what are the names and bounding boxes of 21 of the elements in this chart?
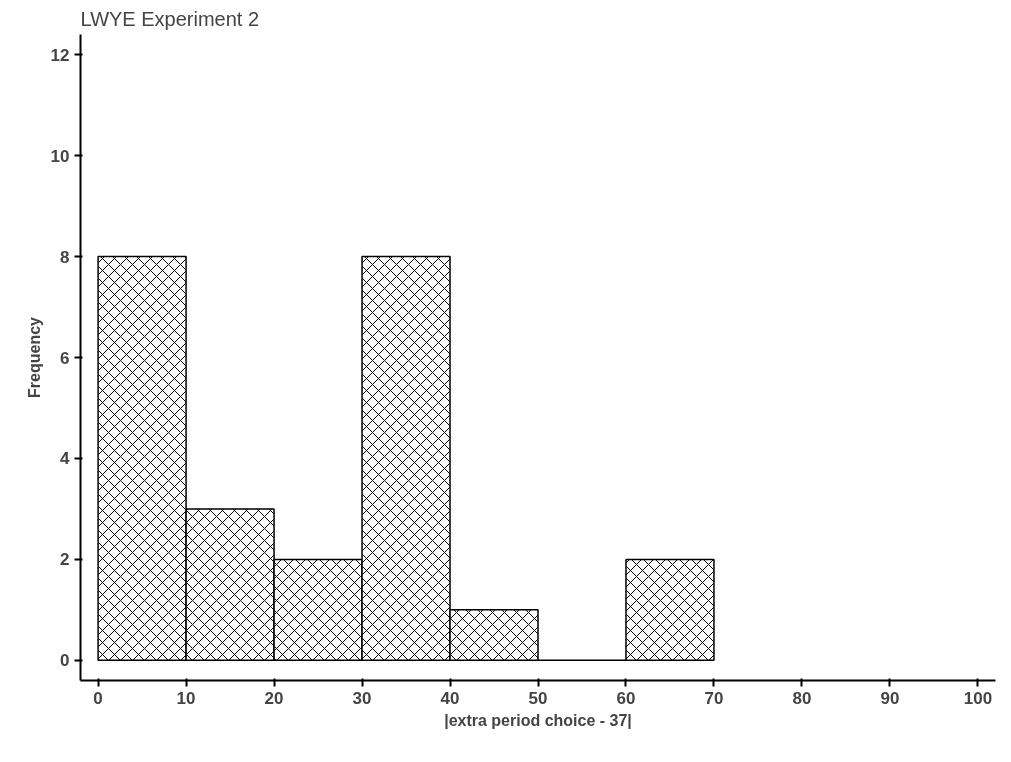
x-tick-label: 10: [176, 688, 196, 708]
y-tick-label: 4: [60, 449, 71, 469]
x-tick-label: 20: [264, 688, 284, 708]
y-tick-label: 2: [60, 550, 70, 570]
y-tick-label: 8: [60, 247, 70, 267]
y-tick-label: 6: [60, 348, 70, 368]
y-axis-title: Frequency: [25, 316, 43, 398]
x-tick-label: 80: [792, 688, 812, 708]
x-tick-label: 40: [440, 688, 460, 708]
y-tick-label: 12: [50, 45, 70, 65]
chart-title: LWYE Experiment 2: [80, 7, 260, 30]
x-tick-label: 60: [616, 688, 636, 708]
x-tick-label: 0: [93, 688, 103, 708]
x-tick-label: 90: [880, 688, 900, 708]
y-tick-label: 10: [50, 146, 70, 166]
x-tick-label: 50: [528, 688, 548, 708]
x-tick-label: 100: [963, 688, 993, 708]
x-tick-label: 70: [704, 688, 724, 708]
x-tick-label: 30: [352, 688, 372, 708]
x-axis-title: |extra period choice - 37|: [444, 711, 632, 729]
y-tick-label: 0: [60, 651, 70, 671]
